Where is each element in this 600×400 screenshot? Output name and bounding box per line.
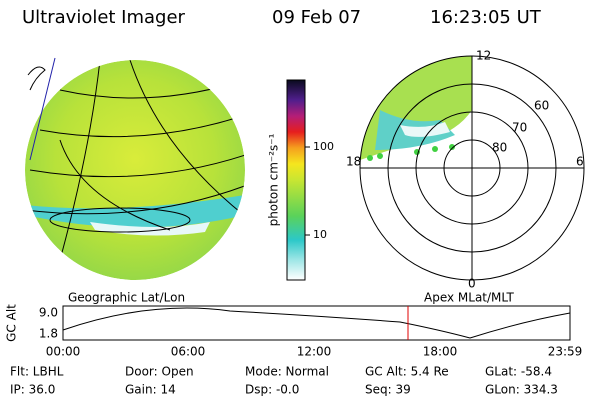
status-field: Flt: LBHL xyxy=(10,365,64,379)
x-tick-label: 23:59 xyxy=(548,345,583,359)
x-tick-label: 00:00 xyxy=(46,345,81,359)
status-field: GLat: -58.4 xyxy=(485,365,552,379)
colorbar-tick-label: 100 xyxy=(313,140,334,153)
time: 16:23:05 UT xyxy=(430,7,542,28)
status-field: Door: Open xyxy=(125,365,194,379)
polar-label: 60 xyxy=(534,99,549,113)
status: Flt: LBHL Door: Open Mode: Normal GC Alt: 5… xyxy=(10,365,558,397)
status-field: Dsp: -0.0 xyxy=(245,383,299,397)
coast xyxy=(27,66,46,91)
status-field: GLon: 334.3 xyxy=(485,383,558,397)
polar-label: 18 xyxy=(346,155,361,169)
status-field: GC Alt: 5.4 Re xyxy=(365,365,449,379)
polar-label: 6 xyxy=(576,155,584,169)
title: Ultraviolet Imager xyxy=(22,7,186,28)
y-tick-label: 1.8 xyxy=(39,327,58,341)
polar-image xyxy=(360,56,472,160)
limb-line xyxy=(29,57,56,161)
right-title: Apex MLat/MLT xyxy=(424,291,514,305)
colorbar-label: photon cm⁻²s⁻¹ xyxy=(267,133,281,226)
polar-label: 80 xyxy=(492,141,507,155)
polar-grid xyxy=(359,55,585,281)
y-label: GC Alt xyxy=(5,304,19,342)
polar-label: 12 xyxy=(476,49,491,63)
x-tick-label: 12:00 xyxy=(297,345,332,359)
status-field: Gain: 14 xyxy=(125,383,176,397)
altitude-curve xyxy=(62,307,571,339)
x-tick-label: 06:00 xyxy=(171,345,206,359)
status-field: Mode: Normal xyxy=(245,365,329,379)
x-tick-label: 18:00 xyxy=(423,345,458,359)
y-tick-label: 9.0 xyxy=(39,306,58,320)
status-field: IP: 36.0 xyxy=(10,383,55,397)
status-field: Seq: 39 xyxy=(365,383,411,397)
left-title: Geographic Lat/Lon xyxy=(68,291,185,305)
plot-frame xyxy=(62,305,571,341)
polar-label: 0 xyxy=(468,277,476,291)
date: 09 Feb 07 xyxy=(272,7,361,28)
colorbar xyxy=(286,79,306,281)
colorbar-tick-label: 10 xyxy=(313,228,327,241)
polar-label: 70 xyxy=(512,121,527,135)
uv-image xyxy=(25,60,245,280)
